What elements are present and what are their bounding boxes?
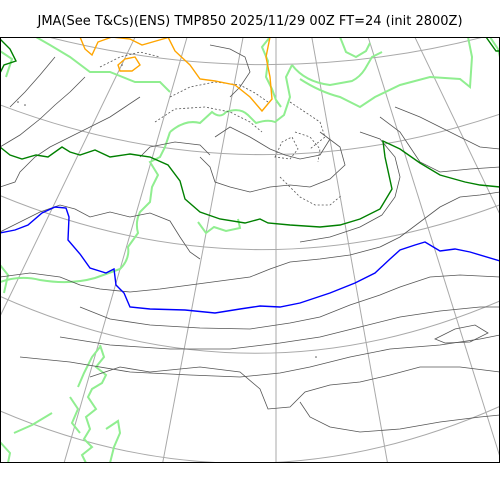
isotherm-line <box>279 176 343 206</box>
isotherm-line <box>89 366 500 410</box>
isotherms-dotted <box>99 51 343 206</box>
isotherm-line <box>434 324 489 344</box>
map-canvas <box>0 37 500 463</box>
isotherms <box>0 44 500 433</box>
isotherm-line <box>0 76 86 148</box>
isotherm-line <box>9 56 56 108</box>
isotherm-warm <box>79 37 171 57</box>
isotherm-line <box>299 131 401 243</box>
longitude-line <box>63 37 188 463</box>
highlighted-isotherms <box>0 37 500 314</box>
isotherm-line <box>289 101 326 150</box>
longitude-line <box>0 37 136 318</box>
latitude-line <box>0 405 500 463</box>
isotherm-cold <box>0 206 500 314</box>
isotherm-line <box>394 106 500 150</box>
isotherm-line <box>19 334 500 378</box>
isotherm-warm <box>117 56 141 72</box>
marker-dots <box>17 64 317 358</box>
isotherm-line <box>154 106 263 133</box>
isotherm-zero <box>485 37 500 52</box>
isotherm-line <box>0 96 141 188</box>
isotherm-warm <box>167 37 273 113</box>
isotherm-line <box>274 136 299 160</box>
coastline <box>0 37 500 463</box>
isotherm-line <box>59 306 500 350</box>
isotherm-line <box>99 51 161 68</box>
isotherm-line <box>0 204 201 260</box>
isotherm-line <box>199 131 346 193</box>
latitude-line <box>0 295 500 354</box>
isotherm-line <box>169 81 269 103</box>
latitude-line <box>46 37 486 66</box>
graticule <box>0 37 500 463</box>
map-title: JMA(See T&Cs)(ENS) TMP850 2025/11/29 00Z… <box>37 14 463 29</box>
isotherm-line <box>79 274 500 330</box>
isotherm-zero <box>0 139 500 228</box>
latitude-line <box>0 104 500 156</box>
isotherm-zero <box>0 38 17 74</box>
longitude-line <box>162 37 244 463</box>
isotherm-line <box>209 44 251 98</box>
longitude-line <box>311 37 389 463</box>
isotherm-line <box>139 141 211 158</box>
longitude-line <box>414 37 500 216</box>
isotherm-line <box>0 191 500 293</box>
latitude-line <box>0 194 500 251</box>
longitude-line <box>367 37 500 458</box>
isotherm-line <box>379 116 500 173</box>
isotherm-line <box>299 401 500 433</box>
map-panel <box>0 37 500 463</box>
